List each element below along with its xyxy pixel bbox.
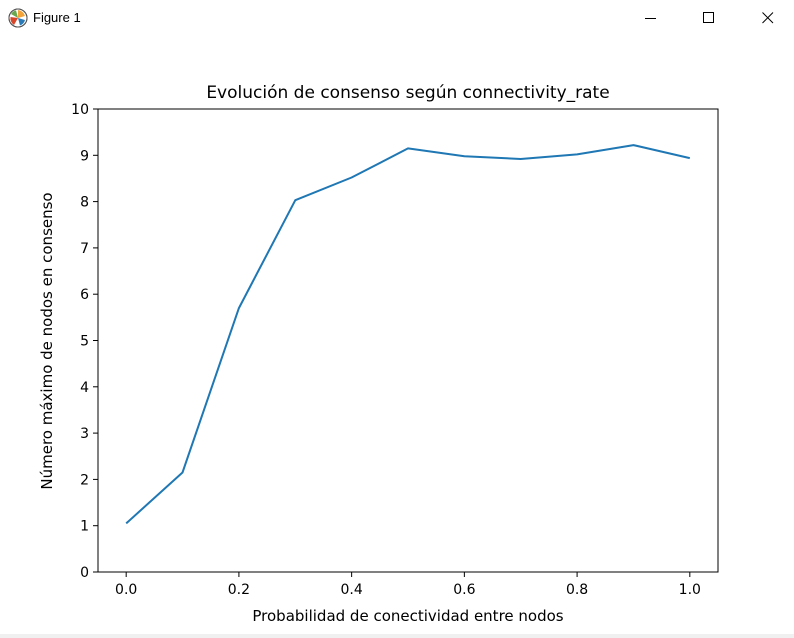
- x-tick-label: 0.2: [228, 582, 250, 598]
- y-tick-label: 3: [80, 426, 89, 442]
- y-tick-label: 0: [80, 565, 89, 581]
- y-tick-label: 9: [80, 148, 89, 164]
- y-tick-label: 7: [80, 241, 89, 257]
- title-bar[interactable]: Figure 1: [0, 0, 794, 36]
- minimize-button[interactable]: [628, 0, 674, 36]
- axes: 0.0 0.2 0.4 0.6 0.8 1.0 0 1 2 3 4 5 6 7 8 9 10: [71, 102, 719, 598]
- close-icon: [762, 12, 774, 24]
- close-button[interactable]: [745, 0, 791, 36]
- x-axis-label: Probabilidad de conectividad entre nodos: [252, 607, 563, 625]
- y-axis-label: Número máximo de nodos en consenso: [38, 192, 56, 489]
- y-tick-label: 5: [80, 334, 89, 350]
- y-tick-label: 1: [80, 519, 89, 535]
- y-tick-label: 4: [80, 380, 89, 396]
- x-tick-label: 0.6: [453, 582, 475, 598]
- x-tick-label: 0.4: [341, 582, 363, 598]
- x-tick-label: 1.0: [679, 582, 701, 598]
- figure-canvas[interactable]: Evolución de consenso según connectivity…: [0, 36, 794, 636]
- plot-frame: [97, 108, 719, 573]
- x-tick-label: 0.8: [566, 582, 588, 598]
- chart-title: Evolución de consenso según connectivity…: [206, 83, 609, 103]
- window-bottom-border: [0, 634, 794, 638]
- minimize-icon: [645, 12, 657, 24]
- matplotlib-icon: [8, 8, 28, 28]
- x-tick-label: 0.0: [115, 582, 137, 598]
- y-tick-label: 6: [80, 287, 89, 303]
- y-tick-label: 8: [80, 195, 89, 211]
- y-tick-label: 2: [80, 472, 89, 488]
- line-chart: Evolución de consenso según connectivity…: [38, 83, 719, 625]
- window-title: Figure 1: [33, 10, 81, 25]
- y-tick-label: 10: [71, 102, 89, 118]
- series-line: [125, 144, 691, 525]
- maximize-button[interactable]: [686, 0, 732, 36]
- maximize-icon: [703, 12, 715, 24]
